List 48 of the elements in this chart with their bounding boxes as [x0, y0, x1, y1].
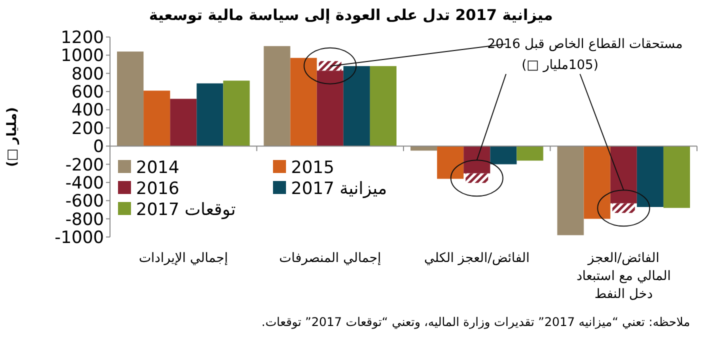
bar — [636, 146, 664, 207]
legend-label: توقعات 2017 — [136, 200, 236, 220]
bar — [196, 83, 224, 146]
y-tick-label: -800 — [65, 210, 104, 230]
bar — [117, 52, 144, 146]
legend-label: 2016 — [136, 179, 180, 199]
x-tick-label: الفائض/العجز الكلي — [424, 251, 530, 266]
y-tick-label: -1000 — [54, 228, 104, 248]
bar — [663, 146, 690, 208]
bar — [610, 146, 637, 204]
annotation: (105مليار □) — [522, 58, 598, 73]
bar — [612, 203, 635, 213]
bar — [264, 46, 290, 146]
bar — [290, 58, 317, 146]
bar — [223, 80, 250, 146]
x-tick-label: الفائض/العجز المالي مع استبعاد دخل النفط — [576, 251, 671, 302]
y-tick-label: -600 — [65, 192, 104, 212]
bar — [318, 61, 342, 71]
bar — [437, 146, 464, 179]
bar — [464, 146, 490, 174]
chart-title: ميزانية 2017 تدل على العودة إلى سياسة مالية توسعية — [149, 6, 553, 24]
x-tick-label: إجمالي المنصرفات — [279, 251, 382, 266]
y-tick-label: -400 — [65, 173, 104, 194]
y-tick-label: 400 — [72, 100, 104, 121]
bar — [557, 146, 584, 236]
bar — [516, 146, 544, 161]
y-tick-label: 800 — [72, 64, 104, 84]
y-tick-label: 0 — [93, 137, 104, 158]
y-tick-label: 1000 — [60, 46, 104, 66]
bar — [370, 66, 396, 146]
bar — [170, 98, 197, 146]
bar — [584, 146, 610, 219]
y-tick-label: 1200 — [60, 28, 104, 48]
y-axis-title: (مليار □) — [5, 107, 20, 167]
legend-label: 2014 — [136, 158, 180, 178]
x-tick-label: إجمالي الإيرادات — [138, 251, 228, 266]
text: ملاحظه: تعني “ميزانيه 2017” تقديرات وزارة الماليه، وتعني “توقعات 2017” توقعات. — [262, 315, 690, 329]
bar — [343, 66, 370, 146]
bar — [316, 70, 344, 146]
y-tick-label: 200 — [72, 118, 104, 139]
legend-label: ميزانية 2017 — [291, 179, 387, 199]
y-tick-label: -200 — [65, 155, 104, 176]
bar — [490, 146, 517, 164]
annotation: مستحقات القطاع الخاص قبل 2016 — [487, 37, 683, 52]
bar — [466, 173, 488, 183]
bar — [144, 90, 170, 146]
legend-label: 2015 — [291, 158, 334, 178]
y-tick-label: 600 — [72, 82, 104, 103]
